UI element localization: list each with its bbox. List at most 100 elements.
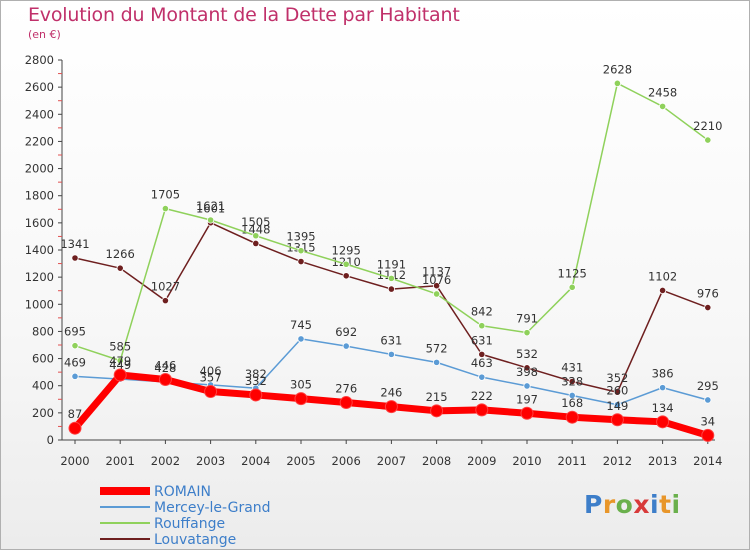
logo-letter: i xyxy=(671,490,681,519)
x-tick-label: 2013 xyxy=(648,454,677,468)
y-tick-label: 200 xyxy=(32,406,54,420)
data-label: 276 xyxy=(335,382,357,396)
series-line xyxy=(74,82,709,362)
data-label: 449 xyxy=(109,358,131,372)
legend-label: Mercey-le-Grand xyxy=(154,500,271,516)
x-tick-label: 2009 xyxy=(467,454,496,468)
data-label: 2628 xyxy=(603,62,632,76)
data-point xyxy=(432,282,441,290)
data-label: 1266 xyxy=(106,247,135,261)
y-tick-label: 2000 xyxy=(25,162,54,176)
data-label: 692 xyxy=(335,325,357,339)
data-point xyxy=(387,274,395,282)
data-label: 1125 xyxy=(558,266,587,280)
data-point xyxy=(294,392,308,406)
series-louvatange: 1341126610271601144813151210111211376315… xyxy=(60,202,719,396)
data-point xyxy=(116,264,124,272)
data-label: 585 xyxy=(109,340,131,354)
data-point xyxy=(71,254,79,262)
data-label: 431 xyxy=(561,361,583,375)
data-label: 631 xyxy=(471,333,493,347)
data-point xyxy=(701,428,715,442)
data-label: 87 xyxy=(68,407,83,421)
data-label: 2210 xyxy=(693,119,722,133)
data-label: 1191 xyxy=(377,257,406,271)
data-point xyxy=(432,290,441,298)
data-label: 34 xyxy=(700,414,715,428)
data-point xyxy=(68,421,82,435)
data-point xyxy=(387,350,395,358)
data-label: 1341 xyxy=(60,237,89,251)
x-tick-label: 2011 xyxy=(558,454,587,468)
y-tick-label: 2600 xyxy=(25,80,54,94)
data-label: 222 xyxy=(471,389,493,403)
data-label: 168 xyxy=(561,396,583,410)
data-label: 305 xyxy=(290,378,312,392)
data-point xyxy=(252,232,260,240)
data-label: 695 xyxy=(64,325,86,339)
data-point xyxy=(297,247,305,255)
data-label: 1395 xyxy=(286,230,315,244)
data-label: 428 xyxy=(154,361,176,375)
data-label: 398 xyxy=(516,365,538,379)
x-tick-label: 2004 xyxy=(241,454,270,468)
data-point xyxy=(252,239,260,248)
proxiti-logo: Proxiti xyxy=(584,490,681,519)
data-point xyxy=(704,396,712,404)
data-point xyxy=(613,401,622,409)
data-label: 197 xyxy=(516,392,538,406)
logo-letter: r xyxy=(602,490,616,519)
y-tick-label: 1400 xyxy=(25,243,54,257)
data-point xyxy=(523,382,531,390)
data-point xyxy=(658,102,667,111)
data-label: 976 xyxy=(697,287,719,301)
data-point xyxy=(613,79,622,87)
data-point xyxy=(387,285,395,293)
legend-label: Rouffange xyxy=(154,516,225,532)
data-label: 1102 xyxy=(648,269,677,283)
y-tick-label: 2400 xyxy=(25,107,54,121)
data-point xyxy=(478,373,486,381)
data-label: 532 xyxy=(516,347,538,361)
data-point xyxy=(342,272,350,280)
data-point xyxy=(478,322,486,330)
x-tick-label: 2010 xyxy=(512,454,541,468)
data-point xyxy=(704,136,712,144)
data-point xyxy=(613,388,622,396)
data-label: 1137 xyxy=(422,265,451,279)
x-tick-label: 2003 xyxy=(196,454,225,468)
data-point xyxy=(520,406,534,420)
data-label: 1076 xyxy=(422,273,451,287)
legend-label: Louvatange xyxy=(154,532,236,548)
chart-unit: (en €) xyxy=(28,28,61,41)
x-tick-label: 2007 xyxy=(377,454,406,468)
y-tick-label: 400 xyxy=(32,379,54,393)
data-label: 382 xyxy=(245,367,267,381)
data-point xyxy=(116,357,124,365)
series-rouffange: 695 585 1705 1621 1505 1395 1295 1191 1076 842 791… xyxy=(64,62,722,365)
data-label: 469 xyxy=(64,355,86,369)
x-tick-label: 2014 xyxy=(693,454,722,468)
data-point xyxy=(432,358,441,366)
logo-letter: i xyxy=(650,490,660,519)
series-mercey-le-grand: 469 449 428 406 3827456926315724633983282603… xyxy=(64,318,719,409)
data-label: 446 xyxy=(154,358,176,372)
data-label: 406 xyxy=(200,364,222,378)
data-point xyxy=(207,216,215,224)
data-label: 1295 xyxy=(332,243,361,257)
data-label: 149 xyxy=(606,399,628,413)
data-point xyxy=(249,388,263,402)
data-point xyxy=(523,364,531,372)
logo-letter: o xyxy=(615,490,634,519)
data-point xyxy=(71,342,79,350)
data-label: 1505 xyxy=(241,215,270,229)
y-tick-label: 600 xyxy=(32,352,54,366)
data-label: 1027 xyxy=(151,280,180,294)
data-point xyxy=(475,403,489,417)
data-point xyxy=(568,377,576,386)
data-label: 260 xyxy=(606,384,628,398)
data-point xyxy=(658,286,667,295)
data-label: 1705 xyxy=(151,188,180,202)
data-point xyxy=(384,400,398,414)
